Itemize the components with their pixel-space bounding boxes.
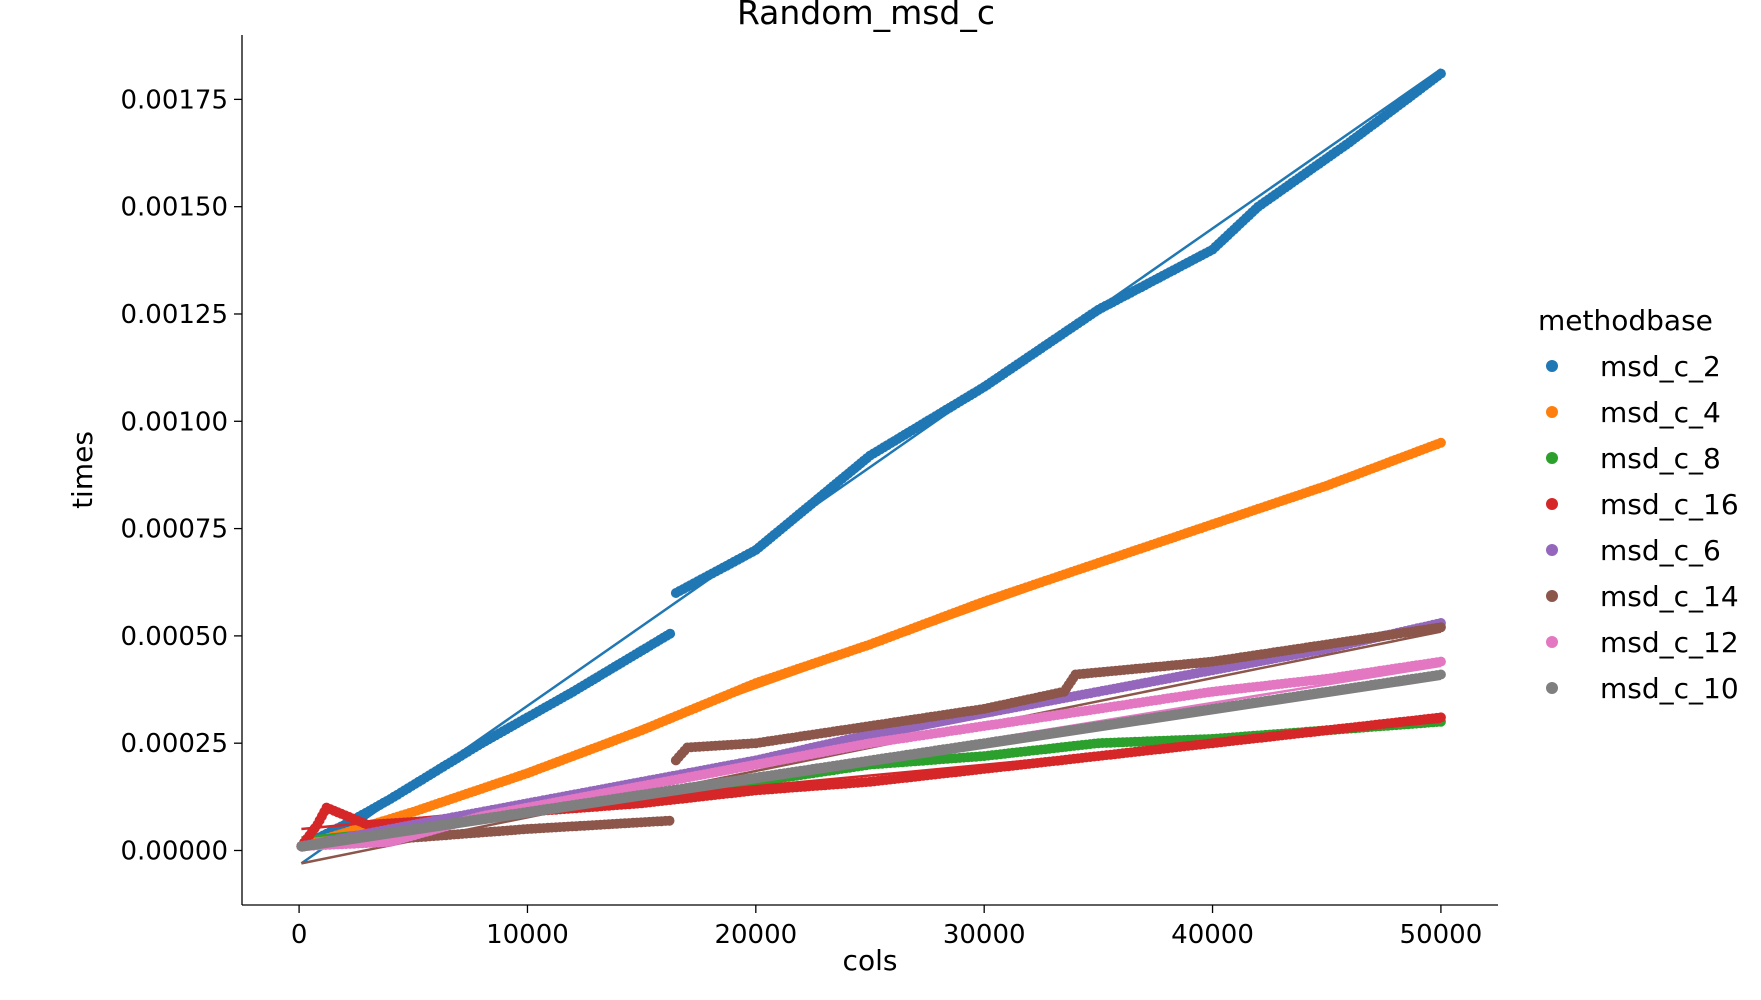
legend-marker bbox=[1546, 590, 1558, 602]
legend-marker bbox=[1546, 452, 1558, 464]
x-tick-label: 0 bbox=[291, 920, 308, 950]
legend-label: msd_c_14 bbox=[1600, 580, 1739, 613]
fit-line bbox=[301, 677, 1442, 852]
legend-label: msd_c_2 bbox=[1600, 350, 1721, 383]
x-tick-label: 10000 bbox=[486, 920, 569, 950]
legend-title: methodbase bbox=[1538, 304, 1713, 337]
legend: methodbase msd_c_2 msd_c_4 msd_c_8 msd_c_16… bbox=[1538, 304, 1739, 705]
y-tick-label: 0.00175 bbox=[120, 85, 228, 115]
legend-label: msd_c_8 bbox=[1600, 442, 1721, 475]
legend-label: msd_c_6 bbox=[1600, 534, 1721, 567]
data-point bbox=[1435, 712, 1446, 723]
data-point bbox=[665, 628, 676, 639]
y-axis-label: times bbox=[66, 431, 99, 509]
legend-marker bbox=[1546, 406, 1558, 418]
y-tick-label: 0.00125 bbox=[120, 300, 228, 330]
y-tick-label: 0.00025 bbox=[120, 729, 228, 759]
legend-marker bbox=[1546, 682, 1558, 694]
y-tick-label: 0.00000 bbox=[120, 836, 228, 866]
legend-marker bbox=[1546, 360, 1558, 372]
x-ticks: 0 10000 20000 30000 40000 50000 bbox=[291, 905, 1482, 950]
x-tick-label: 30000 bbox=[943, 920, 1026, 950]
x-tick-label: 20000 bbox=[714, 920, 797, 950]
y-ticks: 0.00000 0.00025 0.00050 0.00075 0.00100 0.001… bbox=[120, 85, 242, 866]
series-msd_c_10 bbox=[296, 669, 1446, 852]
fit-line bbox=[300, 68, 1442, 865]
y-tick-label: 0.00100 bbox=[120, 407, 228, 437]
x-tick-label: 40000 bbox=[1171, 920, 1254, 950]
chart-title: Random_msd_c bbox=[737, 0, 995, 32]
legend-marker bbox=[1546, 498, 1558, 510]
x-tick-label: 50000 bbox=[1400, 920, 1483, 950]
series-msd_c_14 bbox=[296, 622, 1446, 865]
data-point bbox=[1435, 656, 1446, 667]
fit-line bbox=[300, 441, 1442, 852]
data-point bbox=[1435, 622, 1446, 633]
y-tick-label: 0.00050 bbox=[120, 622, 228, 652]
data-point bbox=[1435, 669, 1446, 680]
legend-label: msd_c_12 bbox=[1600, 626, 1739, 659]
plot-area bbox=[296, 68, 1446, 865]
legend-marker bbox=[1546, 544, 1558, 556]
legend-marker bbox=[1546, 636, 1558, 648]
x-axis-label: cols bbox=[843, 944, 898, 977]
data-point bbox=[664, 815, 675, 826]
y-tick-label: 0.00075 bbox=[120, 515, 228, 545]
legend-label: msd_c_16 bbox=[1600, 488, 1739, 521]
y-tick-label: 0.00150 bbox=[120, 193, 228, 223]
legend-label: msd_c_10 bbox=[1600, 672, 1739, 705]
legend-label: msd_c_4 bbox=[1600, 396, 1721, 429]
series-msd_c_4 bbox=[296, 437, 1446, 852]
